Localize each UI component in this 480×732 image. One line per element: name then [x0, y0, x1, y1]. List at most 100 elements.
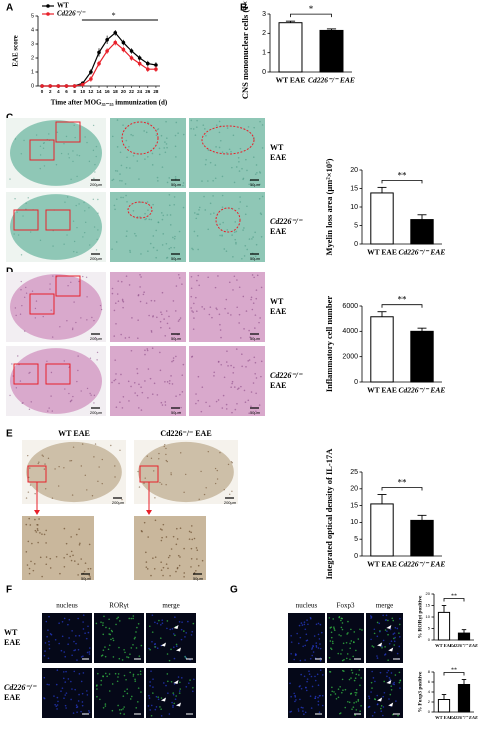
cell: [64, 681, 67, 683]
texture: [253, 356, 256, 359]
cell: [64, 655, 67, 658]
cell: [371, 715, 374, 717]
cell: [81, 692, 84, 695]
texture: [137, 319, 139, 321]
texture: [147, 368, 150, 370]
cell: [393, 640, 396, 643]
texture: [111, 248, 113, 250]
texture: [258, 171, 261, 173]
cell: [72, 712, 75, 714]
texture: [27, 197, 29, 199]
texture: [155, 229, 158, 232]
cell: [328, 617, 331, 619]
texture: [197, 248, 199, 251]
texture: [166, 146, 168, 149]
texture: [165, 563, 168, 565]
texture: [178, 230, 181, 233]
point: [113, 40, 118, 45]
texture: [148, 218, 151, 221]
texture: [117, 300, 120, 302]
texture: [80, 558, 82, 560]
texture: [39, 556, 42, 559]
texture: [112, 178, 115, 181]
texture: [138, 383, 140, 386]
x-tick-label: Cd226⁻/⁻ EAE: [399, 248, 446, 257]
texture: [75, 321, 77, 324]
texture: [151, 152, 154, 155]
y-tick-label: 15: [350, 502, 358, 509]
cell: [349, 642, 351, 645]
y-tick-label: 0: [262, 69, 266, 76]
texture: [255, 243, 258, 246]
cell: [71, 688, 73, 690]
scale-label: 200μm: [90, 410, 103, 415]
texture: [254, 361, 257, 364]
texture: [168, 380, 171, 382]
texture: [259, 317, 261, 319]
cell: [118, 657, 121, 660]
cell: [74, 649, 77, 651]
cell: [300, 706, 303, 709]
texture: [11, 363, 13, 365]
cell: [373, 632, 376, 635]
texture: [223, 376, 226, 379]
cell: [108, 690, 111, 692]
texture: [34, 307, 37, 310]
texture: [161, 536, 163, 539]
texture: [89, 357, 92, 359]
row-label: EAE: [270, 381, 286, 390]
texture: [131, 317, 133, 319]
texture: [78, 528, 80, 530]
cell: [303, 713, 305, 715]
texture: [175, 355, 177, 358]
cell: [340, 634, 342, 637]
texture: [165, 483, 167, 486]
cell: [357, 700, 360, 702]
cell: [341, 628, 344, 631]
cell: [346, 653, 349, 655]
point: [154, 67, 158, 71]
texture: [175, 570, 177, 573]
texture: [42, 142, 45, 145]
cell: [350, 628, 352, 631]
cell: [383, 691, 386, 694]
texture: [237, 387, 240, 390]
texture: [181, 391, 184, 393]
cell: [382, 706, 385, 708]
texture: [220, 336, 222, 339]
cell: [149, 681, 151, 683]
cell: [319, 643, 321, 645]
texture: [49, 557, 52, 560]
cell: [387, 659, 389, 661]
texture: [14, 198, 16, 200]
y-tick-label: 4000: [342, 328, 358, 335]
point: [48, 84, 52, 88]
cell: [329, 640, 332, 642]
texture: [196, 549, 199, 552]
texture: [255, 392, 257, 395]
cell: [168, 659, 171, 662]
point: [137, 56, 142, 60]
cell: [342, 642, 345, 645]
cell: [54, 703, 56, 706]
texture: [146, 455, 148, 457]
cell: [352, 706, 355, 708]
texture: [258, 197, 261, 200]
cell: [185, 632, 187, 634]
texture: [140, 276, 142, 278]
cell: [100, 655, 103, 657]
texture: [81, 443, 84, 445]
cell: [75, 642, 77, 645]
cell: [151, 614, 154, 616]
cell: [309, 657, 312, 660]
texture: [201, 386, 204, 389]
texture: [232, 366, 235, 369]
texture: [208, 313, 211, 316]
texture: [231, 234, 233, 236]
texture: [72, 554, 74, 557]
texture: [200, 470, 202, 473]
cell: [137, 701, 139, 703]
cell: [169, 628, 171, 631]
texture: [150, 331, 153, 333]
texture: [193, 212, 196, 214]
